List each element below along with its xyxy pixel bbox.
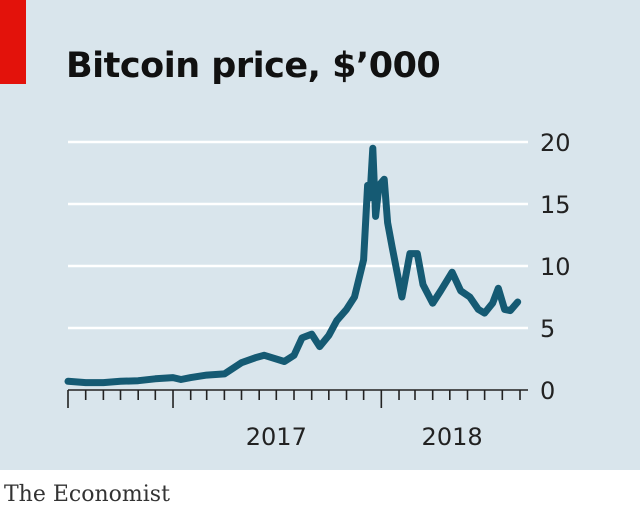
gridlines <box>68 140 528 330</box>
x-axis <box>67 389 528 408</box>
y-tick-label: 5 <box>540 315 555 343</box>
source-label: The Economist <box>4 482 170 507</box>
x-tick-labels: 2017 2018 <box>246 423 483 451</box>
brand-accent-tag <box>0 0 26 84</box>
chart-panel <box>0 0 640 470</box>
y-tick-label: 15 <box>540 191 571 219</box>
y-tick-labels: 0 5 10 15 20 <box>540 129 571 405</box>
x-tick-label: 2018 <box>422 423 483 451</box>
y-tick-label: 0 <box>540 377 555 405</box>
series <box>64 144 522 387</box>
y-tick-label: 10 <box>540 253 571 281</box>
x-tick-label: 2017 <box>246 423 307 451</box>
line-chart: 0 5 10 15 20 2017 2018 <box>64 129 571 451</box>
series-line <box>64 144 522 387</box>
y-tick-label: 20 <box>540 129 571 157</box>
chart-title: Bitcoin price, $’000 <box>66 46 441 86</box>
